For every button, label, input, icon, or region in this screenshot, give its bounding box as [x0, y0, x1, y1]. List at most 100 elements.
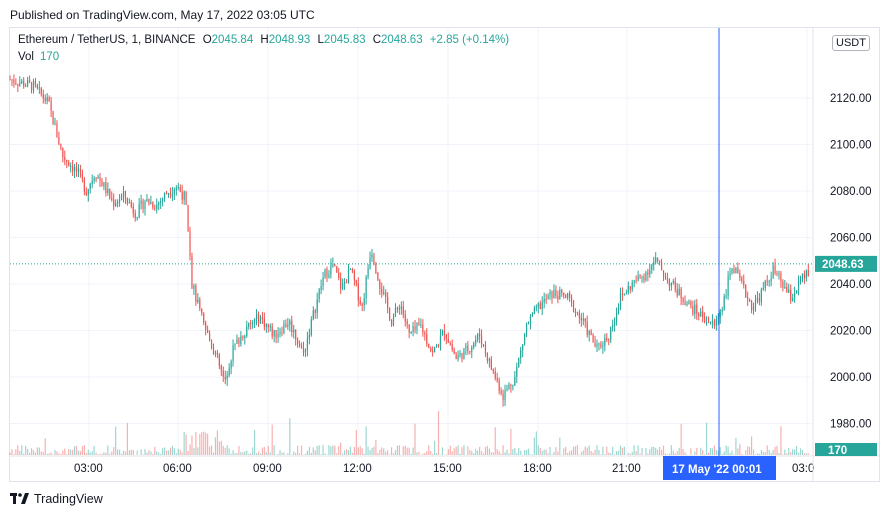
volume-bar — [193, 448, 195, 455]
candle-body — [672, 281, 674, 283]
candle-body — [342, 283, 344, 289]
volume-bar — [494, 427, 496, 455]
candle-body — [406, 321, 408, 325]
candle-body — [709, 322, 712, 324]
tradingview-logo-icon — [10, 493, 30, 505]
candle-body — [424, 332, 426, 335]
volume-bar — [373, 446, 375, 455]
candle-body — [408, 324, 410, 333]
candle-body — [432, 350, 434, 353]
candle-body — [590, 330, 592, 335]
candle-body — [355, 280, 357, 284]
candle-body — [574, 311, 577, 313]
candle-body — [569, 293, 571, 298]
volume-bar — [437, 411, 440, 455]
candle-body — [598, 343, 600, 345]
volume-bar — [27, 448, 29, 455]
candle-body — [324, 268, 326, 278]
volume-bar — [680, 423, 682, 455]
candle-body — [792, 297, 794, 301]
candle-body — [606, 338, 608, 340]
candle-body — [32, 81, 35, 91]
volume-bar — [752, 449, 755, 455]
volume-bar — [741, 453, 743, 455]
candle-body — [412, 326, 414, 332]
volume-bar — [539, 448, 541, 455]
volume-bar — [592, 452, 594, 455]
candle-body — [723, 296, 725, 310]
volume-bar — [332, 445, 334, 455]
candle-body — [52, 110, 54, 125]
volume-bar — [324, 453, 326, 455]
volume-bar — [242, 452, 244, 455]
candle-body — [596, 344, 598, 347]
candle-body — [790, 289, 792, 301]
candle-body — [293, 329, 295, 333]
volume-bar — [641, 447, 643, 455]
candle-body — [686, 303, 688, 306]
candle-body — [484, 344, 487, 354]
volume-bar — [398, 445, 400, 455]
volume-bar — [36, 447, 38, 455]
volume-bar — [610, 453, 612, 455]
candle-body — [610, 327, 612, 340]
candle-body — [103, 182, 105, 187]
candle-body — [522, 344, 524, 351]
candle-body — [443, 330, 445, 335]
chart-frame[interactable] — [9, 27, 880, 482]
candle-body — [437, 345, 440, 347]
candle-body — [185, 191, 187, 205]
candle-body — [680, 288, 682, 299]
candle-body — [486, 353, 489, 361]
volume-bar — [93, 446, 95, 455]
candle-body — [717, 317, 719, 320]
volume-bar — [723, 451, 725, 455]
volume-bar — [379, 449, 381, 455]
volume-bar — [162, 448, 164, 455]
currency-badge[interactable]: USDT — [832, 35, 870, 51]
candle-body — [230, 360, 232, 369]
candle-body — [794, 292, 796, 298]
volume-value: 170 — [40, 51, 60, 63]
volume-bar — [304, 453, 307, 455]
high-value: 2048.93 — [268, 34, 311, 46]
volume-bar — [774, 447, 776, 455]
volume-bar — [670, 445, 672, 455]
x-tick-label: 12:00 — [343, 463, 372, 475]
x-tick-label: 03:0 — [792, 463, 814, 475]
volume-bar — [199, 434, 201, 455]
candle-body — [715, 319, 717, 326]
candle-body — [212, 348, 215, 354]
volume-bar — [747, 446, 749, 455]
volume-bar — [353, 446, 355, 455]
volume-bar — [608, 452, 610, 455]
candle-body — [482, 344, 485, 346]
volume-bar — [563, 448, 565, 455]
volume-bar — [649, 449, 651, 455]
volume-bar — [255, 453, 258, 455]
volume-bar — [252, 447, 254, 455]
volume-bar — [244, 451, 246, 455]
candle-body — [314, 310, 316, 313]
volume-bar — [621, 448, 624, 455]
candle-body — [582, 318, 584, 321]
candle-body — [750, 300, 753, 311]
volume-bar — [424, 453, 426, 455]
volume-bar — [246, 450, 248, 455]
volume-bar — [310, 452, 312, 455]
volume-bar — [263, 447, 265, 455]
candle-body — [120, 196, 123, 200]
candle-body — [398, 307, 400, 310]
candle-body — [138, 204, 140, 218]
volume-bar — [295, 452, 297, 455]
volume-bar — [500, 453, 502, 455]
volume-bar — [496, 449, 498, 455]
candle-body — [647, 272, 649, 275]
volume-bar — [281, 452, 283, 455]
volume-bar — [32, 450, 35, 455]
tradingview-logo[interactable]: TradingView — [10, 492, 103, 506]
candle-body — [496, 378, 498, 381]
volume-bar — [259, 453, 262, 455]
candle-body — [416, 323, 418, 330]
